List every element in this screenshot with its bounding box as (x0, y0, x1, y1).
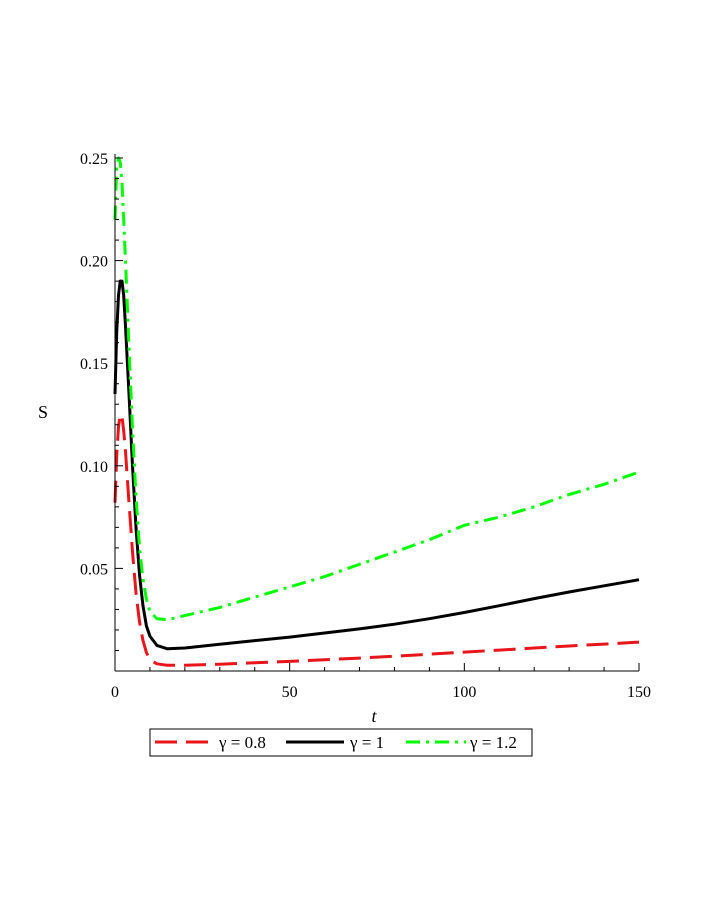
series-line-2 (113, 279, 640, 651)
legend-label-3: γ = 1.2 (469, 733, 517, 752)
x-axis-label: t (371, 706, 377, 726)
y-tick-label: 0.25 (80, 151, 108, 168)
legend: γ = 0.8 γ = 1 γ = 1.2 (149, 728, 533, 757)
ticks: 0 50 100 150 0.05 0.10 0.15 0.20 0.25 (80, 151, 651, 701)
y-tick-label: 0.10 (80, 459, 108, 476)
y-axis-label: S (38, 402, 48, 422)
y-tick-label: 0.20 (80, 254, 108, 271)
legend-label-1: γ = 0.8 (218, 733, 266, 752)
x-tick-label: 50 (282, 684, 298, 701)
y-tick-label: 0.05 (80, 561, 108, 578)
y-tick-label: 0.15 (80, 356, 108, 373)
legend-label-2: γ = 1 (349, 733, 384, 752)
series-line-1 (113, 413, 640, 667)
x-tick-label: 100 (452, 684, 476, 701)
plot-lines (113, 156, 640, 667)
x-tick-label: 150 (627, 684, 651, 701)
series-line-3 (113, 156, 640, 622)
x-tick-label: 0 (111, 684, 119, 701)
